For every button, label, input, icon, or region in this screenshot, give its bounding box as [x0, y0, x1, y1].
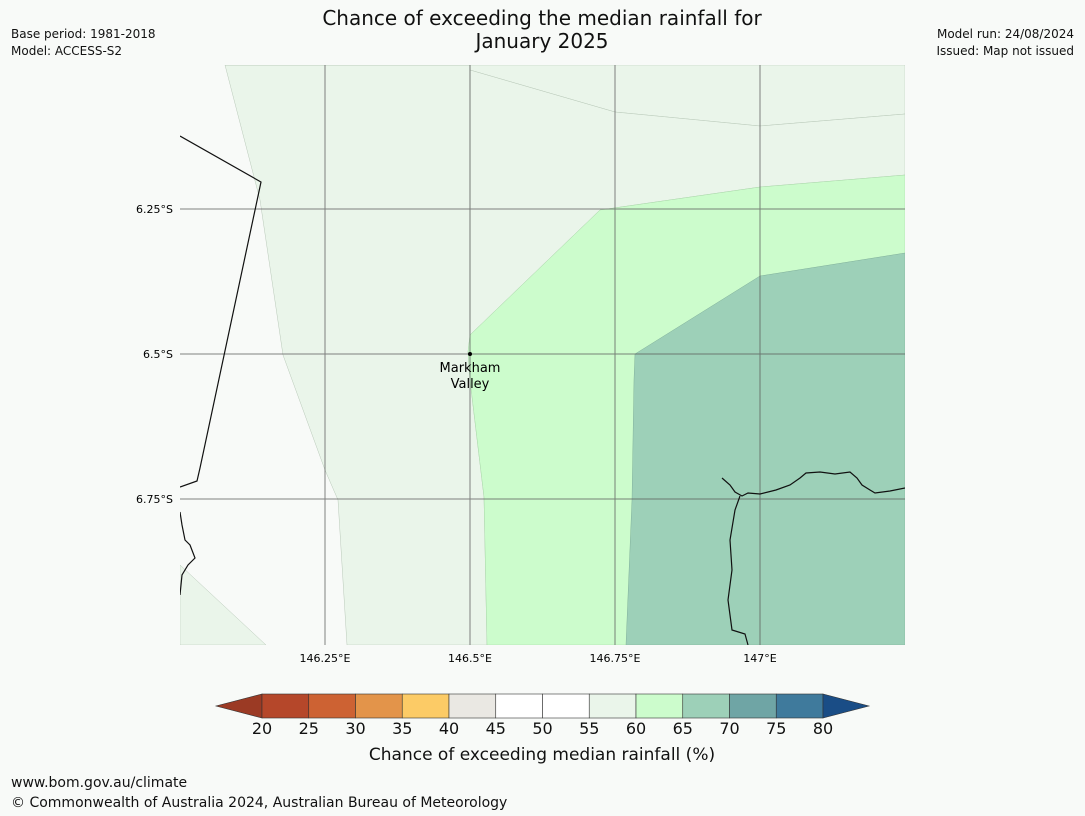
colorbar-tick-label: 60: [625, 719, 647, 738]
colorbar-swatch: [635, 693, 684, 719]
colorbar-extend-high: [822, 693, 871, 719]
gridlines: [180, 65, 905, 645]
colorbar-swatch: [588, 693, 637, 719]
colorbar-swatch: [355, 693, 403, 719]
colorbar-extend-low: [214, 693, 263, 719]
colorbar-tick-label: 55: [579, 719, 600, 738]
colorbar-swatch: [308, 693, 356, 719]
contour-65-70: [625, 252, 905, 645]
place-label-line2: Valley: [451, 377, 490, 392]
contour-55-60-corner: [180, 564, 267, 645]
colorbar-swatch: [448, 693, 497, 719]
lat-label: 6.75°S: [136, 493, 173, 506]
header-right: Model run: 24/08/2024 Issued: Map not is…: [936, 26, 1074, 60]
colorbar-swatch: [729, 693, 777, 719]
colorbar-tick-label: 45: [485, 719, 506, 738]
colorbar-tick-label: 50: [532, 719, 553, 738]
map-area: [180, 65, 905, 645]
colorbar-swatch: [495, 693, 543, 719]
colorbar-tick-label: 30: [345, 719, 366, 738]
colorbar-tick-label: 25: [298, 719, 319, 738]
colorbar-swatch: [775, 693, 824, 719]
lon-label: 147°E: [743, 652, 776, 665]
title-line-2: January 2025: [475, 29, 609, 53]
colorbar-tick-label: 75: [766, 719, 787, 738]
place-label-line1: Markham: [440, 361, 501, 376]
colorbar-ticks: 20 25 30 35 40 45 50 55 60 65 70 75 80: [0, 719, 1085, 739]
colorbar-tick-label: 80: [812, 719, 834, 738]
lat-label: 6.5°S: [143, 348, 173, 361]
colorbar-swatch: [682, 693, 730, 719]
lat-label: 6.25°S: [136, 203, 173, 216]
footer-copyright: © Commonwealth of Australia 2024, Austra…: [11, 795, 508, 811]
lon-label: 146.25°E: [300, 652, 351, 665]
colorbar-tick-label: 40: [438, 719, 460, 738]
title-line-1: Chance of exceeding the median rainfall …: [322, 6, 762, 30]
lon-label: 146.5°E: [448, 652, 492, 665]
lon-label: 146.75°E: [590, 652, 641, 665]
colorbar-swatch: [542, 693, 590, 719]
footer-url: www.bom.gov.au/climate: [11, 775, 188, 791]
place-marker: [468, 352, 472, 356]
colorbar-swatch: [401, 693, 450, 719]
colorbar-tick-label: 65: [672, 719, 693, 738]
base-period: Base period: 1981-2018: [11, 27, 156, 41]
colorbar-tick-label: 20: [251, 719, 273, 738]
colorbar-label: Chance of exceeding median rainfall (%): [368, 745, 716, 765]
colorbar-tick-label: 35: [392, 719, 413, 738]
map-title: Chance of exceeding the median rainfall …: [292, 7, 792, 53]
header-left: Base period: 1981-2018 Model: ACCESS-S2: [11, 26, 156, 60]
model-name: Model: ACCESS-S2: [11, 44, 123, 58]
coastlines: [180, 135, 905, 645]
issued-status: Issued: Map not issued: [936, 44, 1074, 58]
colorbar-tick-label: 70: [719, 719, 740, 738]
colorbar-swatch: [261, 693, 310, 719]
model-run: Model run: 24/08/2024: [936, 27, 1074, 41]
colorbar: [214, 693, 871, 719]
